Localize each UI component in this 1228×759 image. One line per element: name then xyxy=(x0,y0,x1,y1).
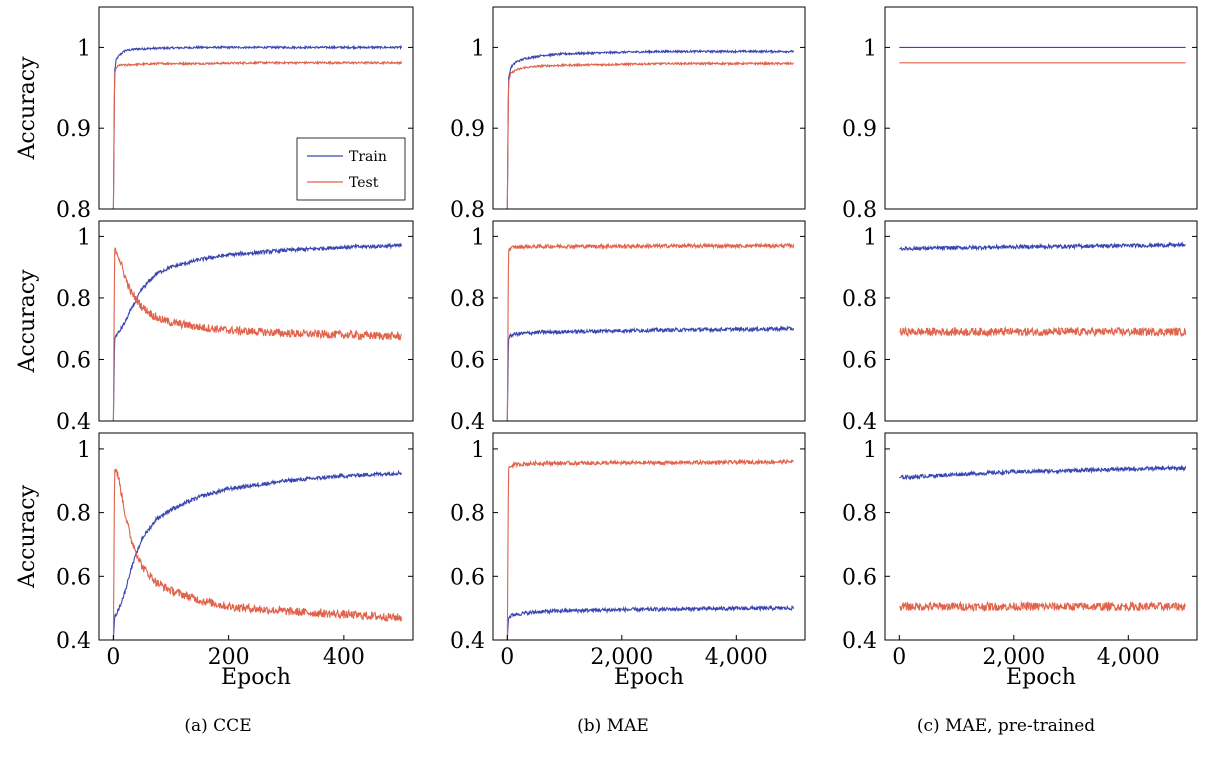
plot-frame xyxy=(98,6,414,210)
series-line-train xyxy=(112,469,403,640)
y-tick-label: 0.8 xyxy=(450,287,485,312)
chart-panel-5: 0.4 0.6 0.8 1 xyxy=(450,220,806,435)
y-tick-label: 1 xyxy=(863,225,877,250)
series-line-test xyxy=(506,242,795,421)
x-tick-label: 400 xyxy=(323,645,365,670)
y-tick-label: 0.8 xyxy=(450,198,485,223)
x-axis-label: Epoch xyxy=(614,665,684,690)
series-line-train xyxy=(506,604,795,640)
legend-box xyxy=(296,137,406,201)
x-tick-label: 4,000 xyxy=(1097,645,1160,670)
plot-frame xyxy=(884,220,1198,422)
y-tick-label: 0.6 xyxy=(56,565,91,590)
y-tick-label: 1 xyxy=(863,36,877,61)
series-line-train xyxy=(112,242,403,421)
plot-frame xyxy=(98,432,414,641)
legend-label-test: Test xyxy=(349,175,379,191)
series-line-test xyxy=(112,247,403,421)
caption-a: (a) CCE xyxy=(184,716,252,736)
series-line-train xyxy=(899,241,1186,252)
series-line-test xyxy=(506,60,795,209)
chart-panel-2: 0.8 0.9 1 xyxy=(450,6,806,223)
series-line-test xyxy=(899,325,1187,338)
y-tick-label: 1 xyxy=(77,36,91,61)
y-tick-label: 0.4 xyxy=(56,629,91,654)
series-line-train xyxy=(506,325,795,421)
chart-panel-7: 0.4 0.6 0.8 1 0 200 400 Accuracy Epoch xyxy=(15,432,414,690)
chart-panel-9: 0.4 0.6 0.8 1 0 2,000 4,000 Epoch xyxy=(842,432,1198,690)
plot-frame xyxy=(98,220,414,422)
x-tick-label: 200 xyxy=(208,645,250,670)
series-line-test xyxy=(112,468,403,640)
plot-frame xyxy=(884,432,1198,641)
y-tick-label: 0.4 xyxy=(842,410,877,435)
x-axis-label: Epoch xyxy=(1006,665,1076,690)
series-line-test xyxy=(112,60,403,209)
y-tick-label: 0.8 xyxy=(450,502,485,527)
chart-panel-3: 0.8 0.9 1 xyxy=(842,6,1198,223)
x-tick-label: 0 xyxy=(892,645,906,670)
y-tick-label: 0.8 xyxy=(842,287,877,312)
x-tick-label: 0 xyxy=(106,645,120,670)
y-tick-label: 0.8 xyxy=(842,502,877,527)
caption-c: (c) MAE, pre-trained xyxy=(916,716,1096,736)
y-axis-label: Accuracy xyxy=(15,56,40,161)
y-tick-label: 0.6 xyxy=(450,348,485,373)
y-tick-label: 0.4 xyxy=(450,410,485,435)
y-tick-label: 1 xyxy=(471,36,485,61)
y-tick-label: 1 xyxy=(471,438,485,463)
x-tick-label: 2,000 xyxy=(590,645,653,670)
y-tick-label: 0.6 xyxy=(842,565,877,590)
y-axis-label: Accuracy xyxy=(15,484,40,589)
y-tick-label: 0.6 xyxy=(450,565,485,590)
y-tick-label: 1 xyxy=(77,225,91,250)
y-tick-label: 0.4 xyxy=(450,629,485,654)
plot-frame xyxy=(884,6,1198,210)
x-tick-label: 2,000 xyxy=(982,645,1045,670)
y-tick-label: 0.9 xyxy=(450,117,485,142)
y-tick-label: 0.8 xyxy=(842,198,877,223)
y-tick-label: 0.9 xyxy=(56,117,91,142)
series-line-test xyxy=(506,458,794,640)
x-tick-label: 4,000 xyxy=(705,645,768,670)
y-tick-label: 1 xyxy=(863,438,877,463)
plot-frame xyxy=(492,220,806,422)
plot-frame xyxy=(492,6,806,210)
series-line-test xyxy=(899,600,1187,613)
y-tick-label: 0.9 xyxy=(842,117,877,142)
chart-panel-8: 0.4 0.6 0.8 1 0 2,000 4,000 Epoch xyxy=(450,432,806,690)
series-line-train xyxy=(899,464,1187,481)
y-tick-label: 0.8 xyxy=(56,502,91,527)
y-tick-label: 1 xyxy=(471,225,485,250)
chart-panel-1: 0.8 0.9 1 Accuracy Train Test xyxy=(15,6,414,223)
chart-panel-6: 0.4 0.6 0.8 1 xyxy=(842,220,1198,435)
y-tick-label: 0.4 xyxy=(56,410,91,435)
y-axis-label: Accuracy xyxy=(15,269,40,374)
y-tick-label: 0.8 xyxy=(56,287,91,312)
legend-label-train: Train xyxy=(349,149,387,165)
y-tick-label: 0.6 xyxy=(842,348,877,373)
x-axis-label: Epoch xyxy=(221,665,291,690)
y-tick-label: 1 xyxy=(77,438,91,463)
y-tick-label: 0.4 xyxy=(842,629,877,654)
y-tick-label: 0.6 xyxy=(56,348,91,373)
plot-frame xyxy=(492,432,806,641)
series-line-train xyxy=(112,44,403,209)
y-tick-label: 0.8 xyxy=(56,198,91,223)
x-tick-label: 0 xyxy=(500,645,514,670)
caption-b: (b) MAE xyxy=(577,716,649,736)
chart-panel-4: 0.4 0.6 0.8 1 Accuracy xyxy=(15,220,414,435)
series-line-train xyxy=(506,48,795,209)
